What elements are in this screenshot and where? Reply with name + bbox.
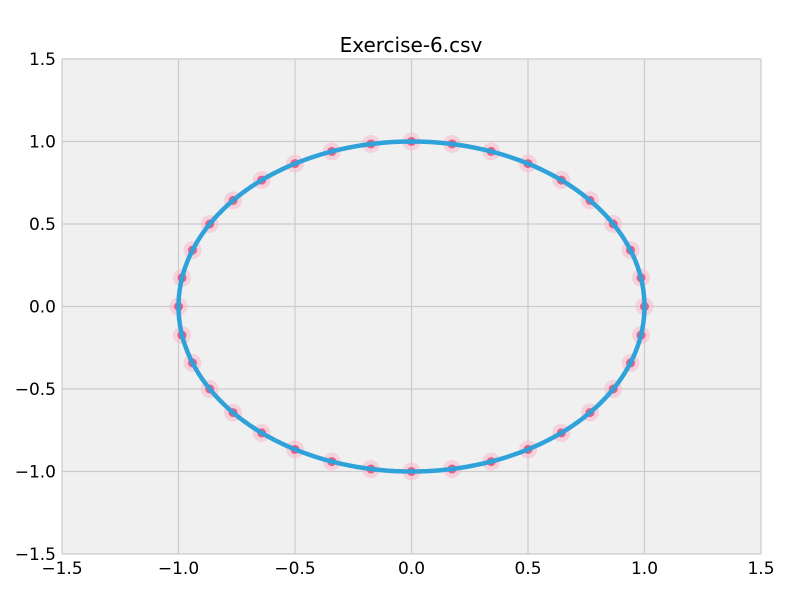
x-tick-label: −1.0 bbox=[158, 559, 199, 579]
y-tick-label: −1.0 bbox=[15, 463, 56, 483]
x-tick-label: 1.0 bbox=[631, 559, 658, 579]
series-line-circle bbox=[176, 139, 647, 474]
x-tick-label: −0.5 bbox=[274, 559, 315, 579]
x-tick-label: 0.0 bbox=[398, 559, 425, 579]
y-tick-label: 1.5 bbox=[29, 50, 56, 70]
x-tick-label: 1.5 bbox=[747, 559, 774, 579]
x-tick-label: −1.5 bbox=[41, 559, 82, 579]
y-tick-label: −1.5 bbox=[15, 545, 56, 565]
y-tick-label: 0.0 bbox=[29, 298, 56, 318]
tick-labels: −1.5 −1.0 −0.5 0.0 0.5 1.0 1.5 −1.5 −1.0 −0.5 0.0 0… bbox=[15, 50, 775, 579]
x-tick-label: 0.5 bbox=[514, 559, 541, 579]
y-tick-label: 1.0 bbox=[29, 133, 56, 153]
chart-title: Exercise-6.csv bbox=[340, 33, 483, 57]
y-tick-label: 0.5 bbox=[29, 215, 56, 235]
line-series bbox=[176, 139, 647, 474]
y-tick-label: −0.5 bbox=[15, 380, 56, 400]
